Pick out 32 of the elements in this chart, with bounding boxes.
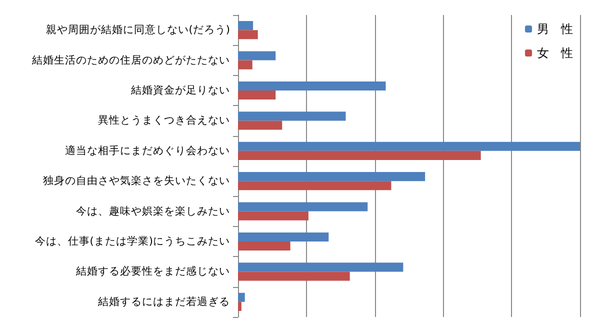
bar	[238, 272, 350, 281]
y-tick-label: 結婚資金が足りない	[130, 84, 230, 96]
y-tick-label: 異性とうまくつき合えない	[98, 114, 230, 127]
legend-label: 女 性	[537, 46, 573, 60]
bar	[238, 51, 276, 60]
bar	[238, 30, 258, 40]
y-tick-label: 独身の自由さや気楽さを失いたくない	[43, 174, 230, 188]
y-tick-label: 今は、趣味や娯楽を楽しみたい	[76, 204, 230, 218]
bar	[238, 292, 245, 302]
y-tick-label: 今は、仕事(または学業)にうちこみたい	[34, 234, 230, 248]
bar	[238, 242, 290, 251]
bar	[238, 181, 392, 190]
legend-label: 男 性	[537, 22, 573, 36]
bar	[238, 232, 329, 242]
bar	[238, 262, 404, 272]
bar	[238, 112, 346, 121]
bar	[238, 142, 580, 151]
bar	[238, 211, 308, 220]
bar	[238, 172, 426, 182]
bar	[238, 202, 368, 212]
bar	[238, 120, 282, 130]
bar	[238, 81, 386, 90]
y-tick-label: 適当な相手にまだめぐり会わない	[65, 144, 230, 157]
bar	[238, 302, 242, 311]
y-tick-label: 結婚するにはまだ若過ぎる	[97, 294, 230, 308]
y-tick-label: 結婚する必要性をまだ感じない	[75, 264, 230, 278]
bar	[238, 21, 254, 30]
bar	[238, 150, 481, 160]
bar	[238, 90, 276, 100]
y-tick-label: 親や周囲が結婚に同意しない(だろう)	[46, 23, 230, 36]
bar	[238, 60, 252, 70]
y-tick-label: 結婚生活のための住居のめどがたたない	[31, 53, 230, 66]
